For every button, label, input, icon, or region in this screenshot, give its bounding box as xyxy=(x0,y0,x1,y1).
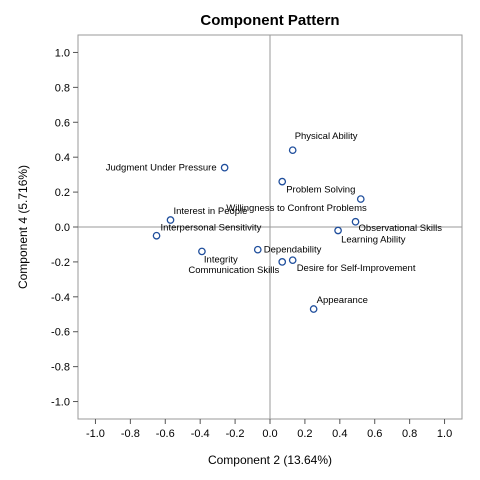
x-tick-label: 1.0 xyxy=(437,428,452,440)
point-label: Integrity xyxy=(204,254,238,265)
y-axis-label: Component 4 (5.716%) xyxy=(16,165,30,289)
y-tick-label: -0.4 xyxy=(51,292,70,304)
x-tick-label: 0.6 xyxy=(367,428,382,440)
point-label: Interpersonal Sensitivity xyxy=(161,223,262,234)
data-point xyxy=(166,216,175,224)
data-point xyxy=(278,258,287,266)
data-points xyxy=(152,146,365,313)
data-point xyxy=(198,247,206,256)
chart-title: Component Pattern xyxy=(200,12,339,29)
y-tick-label: -0.8 xyxy=(51,362,70,374)
x-tick-label: -0.2 xyxy=(226,428,245,440)
y-tick-label: 0.6 xyxy=(55,117,70,129)
data-point xyxy=(278,177,287,186)
y-tick-label: 0.2 xyxy=(55,187,70,199)
data-point xyxy=(356,195,365,203)
point-label: Desire for Self-Improvement xyxy=(297,263,416,274)
y-tick-label: 1.0 xyxy=(55,47,70,59)
x-axis-label: Component 2 (13.64%) xyxy=(208,453,332,467)
point-label: Interest in People xyxy=(174,206,248,217)
x-tick-label: -0.6 xyxy=(156,428,175,440)
point-label: Learning Ability xyxy=(341,234,406,245)
y-tick-label: 0.0 xyxy=(55,222,70,234)
data-point xyxy=(152,231,161,240)
point-label: Dependability xyxy=(264,245,322,256)
data-point xyxy=(288,146,297,155)
x-axis-ticks: -1.0 -0.8 -0.6 -0.4 -0.2 0.0 0.2 0.4 0.6 0.8 1.0 xyxy=(86,419,452,440)
y-tick-label: 0.4 xyxy=(55,152,70,164)
data-point xyxy=(334,226,342,235)
x-tick-label: 0.4 xyxy=(332,428,347,440)
point-label: Physical Ability xyxy=(295,131,358,142)
data-point xyxy=(253,245,262,254)
point-labels: Physical Ability Judgment Under Pressure P… xyxy=(106,131,442,306)
data-point xyxy=(288,256,297,265)
point-label: Communication Skills xyxy=(188,265,279,276)
data-point xyxy=(309,305,318,313)
point-label: Willingness to Confront Problems xyxy=(226,203,367,214)
point-label: Judgment Under Pressure xyxy=(106,163,217,174)
x-tick-label: -0.4 xyxy=(191,428,210,440)
point-label: Problem Solving xyxy=(286,185,355,196)
data-point xyxy=(351,217,360,226)
y-axis-ticks: 1.0 0.8 0.6 0.4 0.2 0.0 -0.2 -0.4 -0.6 -0.8 -1.0 xyxy=(51,47,78,409)
point-label: Observational Skills xyxy=(359,223,443,234)
y-tick-label: -0.2 xyxy=(51,257,70,269)
point-label: Appearance xyxy=(317,295,368,306)
y-tick-label: 0.8 xyxy=(55,82,70,94)
y-tick-label: -0.6 xyxy=(51,327,70,339)
x-tick-label: 0.2 xyxy=(297,428,312,440)
x-tick-label: -1.0 xyxy=(86,428,105,440)
x-tick-label: 0.0 xyxy=(262,428,277,440)
x-tick-label: 0.8 xyxy=(402,428,417,440)
data-point xyxy=(220,163,229,172)
y-tick-label: -1.0 xyxy=(51,397,70,409)
x-tick-label: -0.8 xyxy=(121,428,140,440)
